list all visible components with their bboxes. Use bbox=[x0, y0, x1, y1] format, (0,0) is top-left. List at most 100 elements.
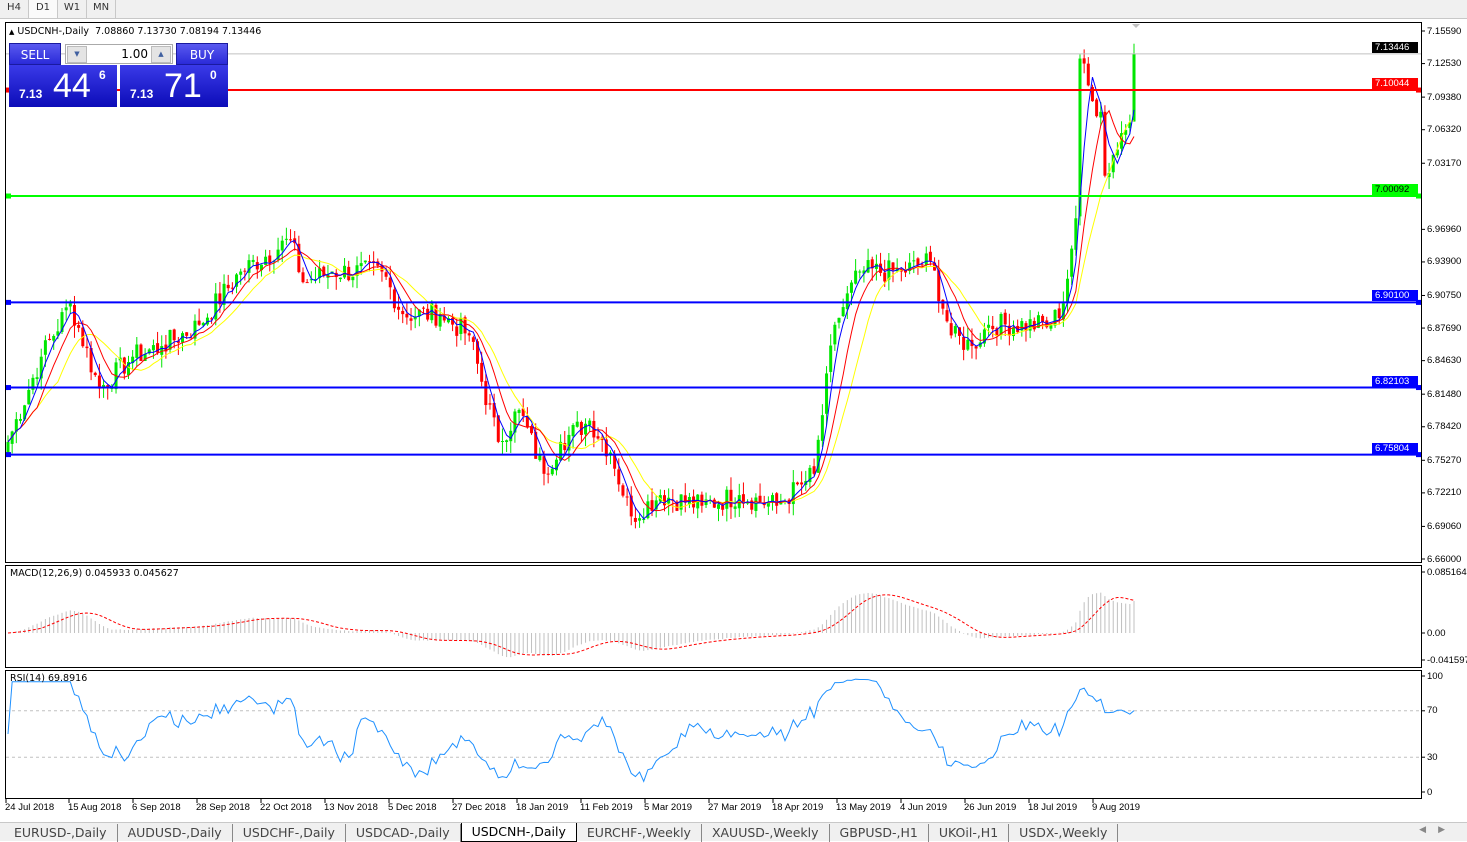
candle-body bbox=[85, 346, 89, 349]
candle-body bbox=[1120, 133, 1124, 149]
line-handle-left bbox=[6, 193, 11, 199]
chart-tab[interactable]: USDCHF-,Daily bbox=[233, 824, 346, 842]
candle-body bbox=[413, 316, 417, 320]
price-axis-label: 6.90750 bbox=[1427, 289, 1462, 301]
candle-body bbox=[1099, 111, 1103, 118]
chart-tab[interactable]: GBPUSD-,H1 bbox=[830, 824, 929, 842]
horizontal-line-price-label[interactable]: 6.82103 bbox=[1372, 375, 1418, 387]
chart-tab[interactable]: XAUUSD-,Weekly bbox=[702, 824, 830, 842]
candle-body bbox=[10, 431, 14, 444]
candle-body bbox=[841, 307, 845, 317]
candle-body bbox=[1007, 325, 1011, 336]
candle-body bbox=[941, 299, 945, 309]
date-axis-label: 26 Jun 2019 bbox=[964, 802, 1017, 813]
lot-size-input[interactable]: ▼ 1.00 ▲ bbox=[65, 44, 173, 64]
timeframe-w1[interactable]: W1 bbox=[58, 0, 87, 18]
candle-body bbox=[966, 339, 970, 350]
candle-body bbox=[1074, 218, 1078, 250]
macd-axis-label: -0.041597 bbox=[1427, 654, 1467, 666]
price-chart-pane[interactable] bbox=[5, 22, 1422, 563]
candle-body bbox=[874, 263, 878, 269]
candle-body bbox=[999, 313, 1003, 335]
chart-tab[interactable]: UKOil-,H1 bbox=[929, 824, 1010, 842]
moving-average-slow bbox=[7, 120, 1135, 508]
lot-value[interactable]: 1.00 bbox=[121, 47, 148, 61]
candle-body bbox=[509, 430, 513, 442]
timeframe-mn[interactable]: MN bbox=[87, 0, 116, 18]
candle-body bbox=[1003, 312, 1007, 325]
macd-pane[interactable] bbox=[5, 565, 1422, 668]
lot-increase-icon[interactable]: ▲ bbox=[151, 46, 171, 63]
candle-body bbox=[52, 335, 56, 341]
price-axis-label: 6.75270 bbox=[1427, 454, 1462, 466]
candle-body bbox=[924, 253, 928, 265]
timeframe-h4[interactable]: H4 bbox=[0, 0, 29, 18]
horizontal-line-price-label[interactable]: 6.75804 bbox=[1372, 442, 1418, 454]
chart-tab[interactable]: EURUSD-,Daily bbox=[4, 824, 118, 842]
candle-body bbox=[912, 260, 916, 262]
collapse-triangle-icon[interactable]: ▲ bbox=[9, 28, 15, 36]
buy-price-pips: 71 bbox=[164, 67, 202, 105]
sell-button[interactable]: SELL bbox=[9, 43, 61, 65]
candle-body bbox=[1086, 63, 1090, 86]
date-axis-label: 13 May 2019 bbox=[836, 802, 891, 813]
candle-body bbox=[164, 344, 168, 352]
candle-body bbox=[638, 518, 642, 521]
horizontal-line-price-label[interactable]: 7.00092 bbox=[1372, 184, 1418, 195]
candle-body bbox=[937, 270, 941, 302]
candle-body bbox=[247, 260, 251, 273]
horizontal-line-price-label[interactable]: 6.90100 bbox=[1372, 290, 1418, 302]
candle-body bbox=[64, 307, 68, 311]
horizontal-line-price-label[interactable]: 7.10044 bbox=[1372, 78, 1418, 90]
chart-tab[interactable]: USDCNH-,Daily bbox=[460, 823, 577, 842]
chart-tab[interactable]: USDCAD-,Daily bbox=[346, 824, 461, 842]
candle-body bbox=[18, 418, 22, 421]
candle-body bbox=[683, 495, 687, 503]
candle-body bbox=[571, 425, 575, 437]
buy-button[interactable]: BUY bbox=[176, 43, 228, 65]
candle-body bbox=[816, 439, 820, 473]
tab-scroll-arrows-icon[interactable]: ◀▶ bbox=[1419, 825, 1457, 835]
chart-tab[interactable]: AUDUSD-,Daily bbox=[118, 824, 233, 842]
candle-body bbox=[1078, 58, 1082, 217]
candle-body bbox=[883, 272, 887, 282]
candle-body bbox=[675, 501, 679, 511]
date-axis-label: 15 Aug 2018 bbox=[68, 802, 122, 813]
candle-body bbox=[226, 284, 230, 289]
date-axis-label: 27 Mar 2019 bbox=[708, 802, 762, 813]
candle-body bbox=[338, 277, 342, 280]
sell-quote[interactable]: 7.13 44 6 bbox=[9, 65, 117, 107]
candle-body bbox=[189, 337, 193, 339]
candle-body bbox=[513, 411, 517, 433]
candle-body bbox=[56, 331, 60, 336]
line-handle-right bbox=[1416, 385, 1421, 391]
candle-body bbox=[318, 268, 322, 279]
candle-body bbox=[500, 441, 504, 443]
candle-body bbox=[849, 282, 853, 293]
candle-body bbox=[1066, 278, 1070, 303]
lot-decrease-icon[interactable]: ▼ bbox=[67, 46, 87, 63]
date-axis-label: 11 Feb 2019 bbox=[580, 802, 633, 813]
candle-body bbox=[717, 504, 721, 509]
buy-price-fraction: 0 bbox=[210, 68, 217, 82]
chart-tab[interactable]: USDX-,Weekly bbox=[1009, 824, 1119, 842]
candle-body bbox=[608, 452, 612, 455]
candle-body bbox=[534, 431, 538, 459]
date-axis-label: 22 Oct 2018 bbox=[260, 802, 312, 813]
candle-body bbox=[280, 240, 284, 251]
line-handle-right bbox=[1416, 299, 1421, 305]
candle-body bbox=[505, 440, 509, 443]
candle-body bbox=[604, 439, 608, 457]
candle-body bbox=[264, 256, 268, 265]
candle-body bbox=[305, 282, 309, 284]
candle-body bbox=[891, 262, 895, 271]
timeframe-d1[interactable]: D1 bbox=[29, 0, 58, 18]
buy-quote[interactable]: 7.13 71 0 bbox=[120, 65, 228, 107]
rsi-pane[interactable] bbox=[5, 670, 1422, 799]
date-axis-label: 4 Jun 2019 bbox=[900, 802, 948, 813]
chart-tab[interactable]: EURCHF-,Weekly bbox=[577, 824, 702, 842]
candle-body bbox=[1124, 130, 1128, 135]
candle-body bbox=[525, 415, 529, 428]
candle-body bbox=[197, 320, 201, 325]
macd-label: MACD(12,26,9) 0.045933 0.045627 bbox=[10, 568, 179, 579]
